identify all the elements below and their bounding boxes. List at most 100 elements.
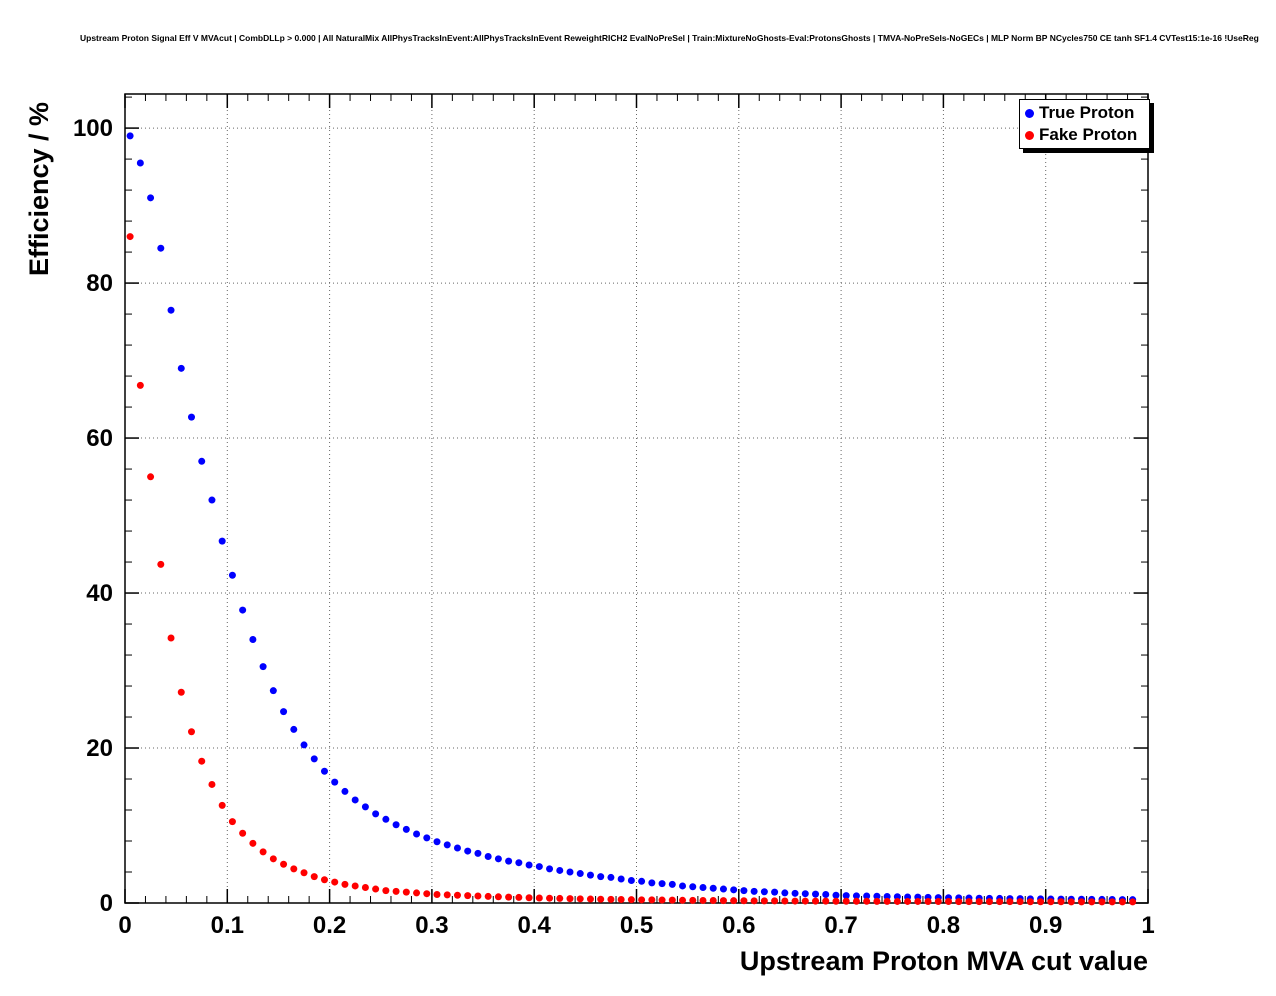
- data-point: [494, 855, 502, 863]
- data-point: [709, 884, 717, 892]
- data-point: [1098, 898, 1106, 906]
- data-point: [607, 873, 615, 881]
- data-point: [1078, 898, 1086, 906]
- data-point: [413, 830, 421, 838]
- data-point: [607, 895, 615, 903]
- data-point: [648, 896, 656, 904]
- y-tick-label: 20: [86, 735, 113, 762]
- data-point: [198, 757, 206, 765]
- data-point: [136, 381, 144, 389]
- data-point: [576, 870, 584, 878]
- data-point: [331, 778, 339, 786]
- data-point: [218, 537, 226, 545]
- x-tick-label: 0.6: [722, 912, 755, 939]
- data-point: [771, 897, 779, 905]
- data-point: [760, 888, 768, 896]
- data-point: [474, 892, 482, 900]
- data-point: [239, 606, 247, 614]
- data-point: [157, 560, 165, 568]
- data-point: [812, 897, 820, 905]
- data-point: [975, 898, 983, 906]
- data-point: [709, 897, 717, 905]
- data-point: [760, 897, 768, 905]
- data-point: [679, 896, 687, 904]
- data-point: [218, 801, 226, 809]
- data-point: [341, 880, 349, 888]
- data-point: [433, 890, 441, 898]
- data-point: [668, 880, 676, 888]
- x-tick-label: 1: [1141, 912, 1154, 939]
- data-point: [167, 634, 175, 642]
- data-point: [208, 496, 216, 504]
- data-point: [924, 898, 932, 906]
- data-point: [893, 897, 901, 905]
- data-point: [198, 457, 206, 465]
- data-point: [515, 893, 523, 901]
- data-point: [464, 892, 472, 900]
- data-point: [402, 825, 410, 833]
- x-tick-label: 0.5: [620, 912, 653, 939]
- data-point: [627, 896, 635, 904]
- data-point: [556, 866, 564, 874]
- data-point: [719, 885, 727, 893]
- data-point: [832, 891, 840, 899]
- data-point: [750, 897, 758, 905]
- x-tick-label: 0.4: [518, 912, 552, 939]
- data-point: [1026, 898, 1034, 906]
- data-point: [239, 829, 247, 837]
- data-point: [341, 787, 349, 795]
- data-point: [290, 865, 298, 873]
- data-point: [494, 893, 502, 901]
- data-point: [392, 887, 400, 895]
- data-point: [505, 893, 513, 901]
- data-point: [535, 863, 543, 871]
- data-point: [791, 889, 799, 897]
- data-point: [484, 892, 492, 900]
- data-point: [208, 780, 216, 788]
- data-point: [873, 892, 881, 900]
- data-point: [1047, 898, 1055, 906]
- data-point: [300, 869, 308, 877]
- data-point: [280, 708, 288, 716]
- data-point: [372, 885, 380, 893]
- data-point: [147, 473, 155, 481]
- data-point: [719, 897, 727, 905]
- data-point: [904, 897, 912, 905]
- data-point: [771, 888, 779, 896]
- data-point: [627, 877, 635, 885]
- data-point: [597, 873, 605, 881]
- data-point: [648, 879, 656, 887]
- data-point: [617, 875, 625, 883]
- data-point: [658, 896, 666, 904]
- data-point: [167, 306, 175, 314]
- data-point: [453, 891, 461, 899]
- data-point: [945, 898, 953, 906]
- data-point: [443, 891, 451, 899]
- data-point: [812, 890, 820, 898]
- data-point: [126, 132, 134, 140]
- data-point: [842, 892, 850, 900]
- data-point: [525, 894, 533, 902]
- legend-entry-true-proton: True Proton: [1020, 102, 1149, 124]
- data-point: [801, 897, 809, 905]
- data-point: [852, 892, 860, 900]
- data-point: [617, 896, 625, 904]
- x-tick-label: 0.2: [313, 912, 346, 939]
- fake-proton-marker-icon: [1025, 130, 1034, 140]
- data-point: [187, 413, 195, 421]
- data-point: [699, 884, 707, 892]
- data-point: [290, 725, 298, 733]
- data-point: [351, 796, 359, 804]
- data-point: [1108, 898, 1116, 906]
- series-true-proton-points: [126, 132, 1137, 904]
- data-point: [433, 838, 441, 846]
- data-point: [1037, 898, 1045, 906]
- data-point: [781, 897, 789, 905]
- data-point: [382, 815, 390, 823]
- data-point: [331, 878, 339, 886]
- x-tick-label: 0.9: [1029, 912, 1062, 939]
- data-point: [668, 896, 676, 904]
- legend-label-fake-proton: Fake Proton: [1039, 125, 1138, 144]
- data-point: [556, 894, 564, 902]
